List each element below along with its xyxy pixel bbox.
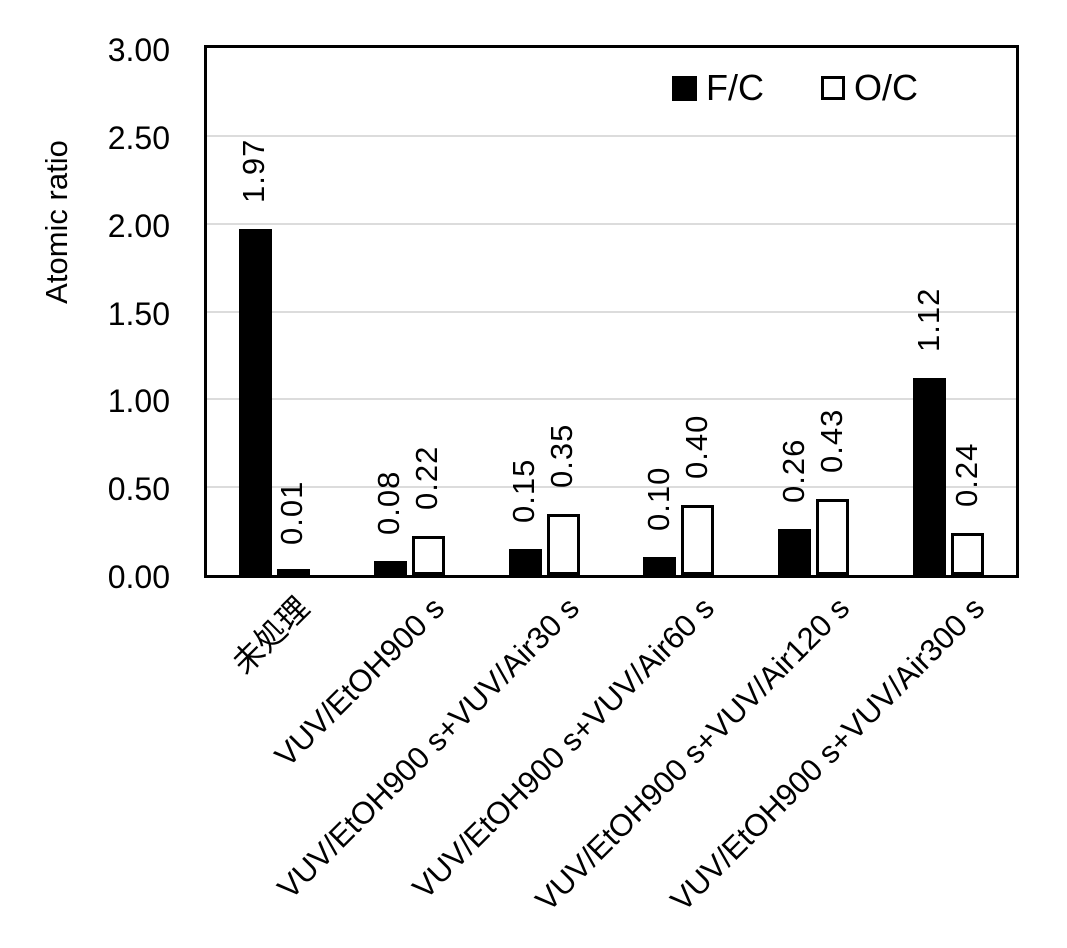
gridline: [207, 486, 1016, 488]
y-tick-label: 2.50: [107, 120, 170, 156]
data-label: 0.15: [506, 458, 541, 523]
data-label: 0.40: [679, 414, 714, 479]
x-axis-category-labels: 未処理 VUV/EtOH900 s VUV/EtOH900 s+VUV/Air30 …: [0, 590, 1067, 948]
legend-swatch-oc-icon: [821, 76, 845, 100]
gridline: [207, 223, 1016, 225]
bar-fc: [374, 561, 407, 575]
bar-oc: [951, 533, 984, 575]
data-label: 0.01: [274, 480, 309, 545]
data-label: 0.08: [371, 470, 406, 535]
data-label: 0.22: [409, 445, 444, 510]
bar-oc: [816, 499, 849, 575]
y-axis-title: Atomic ratio: [39, 140, 74, 304]
legend-swatch-fc-icon: [672, 75, 697, 101]
bar-oc: [412, 536, 445, 575]
plot-area: F/C O/C 1.97 0.01 0.08 0.22 0.15 0.35 0.10 0.40…: [204, 45, 1019, 578]
bar-fc: [778, 529, 811, 575]
gridline: [207, 135, 1016, 137]
bar-fc: [913, 378, 946, 575]
legend-item-fc: F/C: [672, 70, 764, 106]
y-tick-label: 0.00: [107, 559, 170, 595]
data-label: 0.43: [814, 408, 849, 473]
data-label: 0.35: [544, 423, 579, 488]
y-tick-label: 2.00: [107, 208, 170, 244]
legend-label-fc: F/C: [706, 67, 764, 108]
x-category-label: 未処理: [225, 590, 317, 681]
bar-fc: [509, 549, 542, 575]
legend-item-oc: O/C: [821, 70, 918, 106]
bar-oc: [277, 569, 310, 575]
bar-oc: [681, 505, 714, 575]
bar-fc: [239, 229, 272, 575]
y-tick-label: 1.00: [107, 383, 170, 419]
y-tick-label: 3.00: [107, 32, 170, 68]
data-label: 0.24: [949, 442, 984, 507]
data-label: 1.12: [911, 287, 946, 352]
bar-fc: [643, 557, 676, 575]
y-tick-label: 1.50: [107, 296, 170, 332]
legend: F/C O/C: [672, 70, 918, 106]
y-tick-label: 0.50: [107, 471, 170, 507]
legend-label-oc: O/C: [854, 67, 919, 108]
gridline: [207, 311, 1016, 313]
data-label: 0.10: [641, 466, 676, 531]
data-label: 1.97: [236, 138, 271, 203]
gridline: [207, 398, 1016, 400]
bar-oc: [547, 514, 580, 575]
data-label: 0.26: [776, 438, 811, 503]
